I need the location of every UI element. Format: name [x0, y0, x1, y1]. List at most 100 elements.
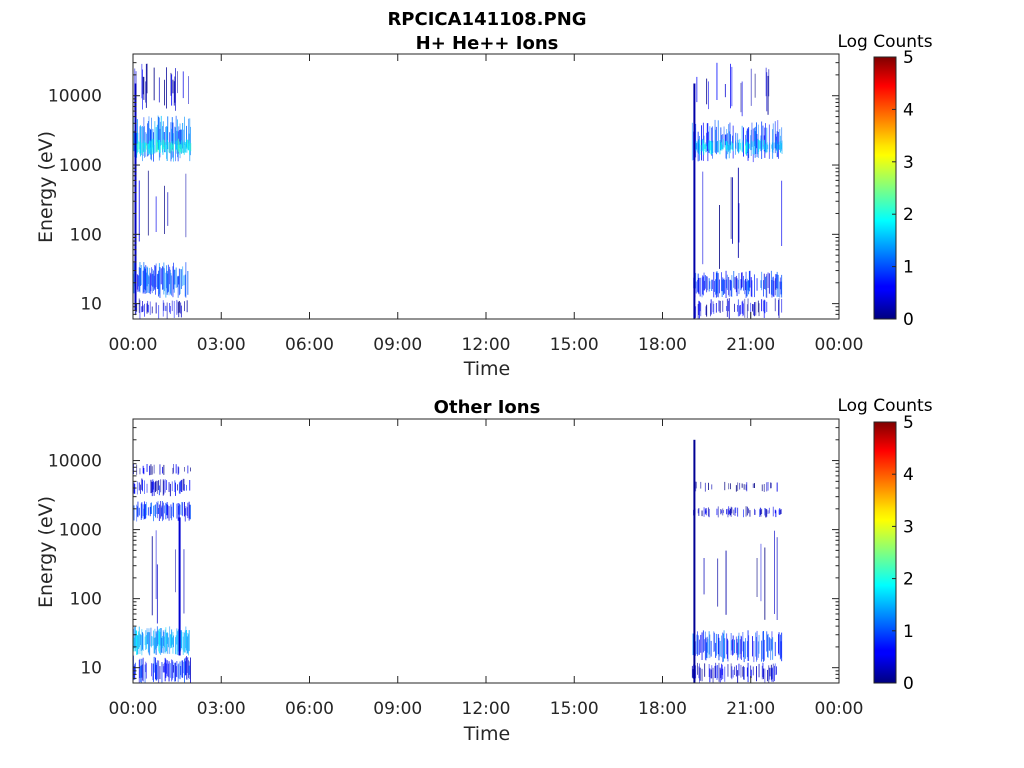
heatmap-cell: [147, 170, 149, 236]
heatmap-cell: [711, 142, 713, 155]
heatmap-cell: [734, 303, 735, 312]
heatmap-cell: [143, 508, 145, 520]
heatmap-cell: [173, 301, 175, 318]
heatmap-cell: [767, 633, 769, 658]
heatmap-cell: [707, 140, 709, 149]
heatmap-cell: [758, 140, 760, 152]
heatmap-cell: [156, 626, 158, 647]
heatmap-cell: [774, 665, 775, 682]
heatmap-cell: [712, 140, 714, 153]
heatmap-cell: [728, 298, 730, 319]
heatmap-cell: [745, 271, 747, 298]
heatmap-cell: [695, 306, 697, 318]
heatmap-cell: [719, 140, 721, 155]
heatmap-cell: [154, 628, 156, 654]
heatmap-cell: [706, 642, 708, 658]
heatmap-cell: [780, 281, 782, 295]
heatmap-cell: [729, 508, 731, 516]
heatmap-cell: [772, 276, 774, 297]
heatmap-cell: [137, 132, 139, 145]
heatmap-cell: [737, 507, 739, 517]
heatmap-cell: [727, 640, 729, 662]
heatmap-cell: [730, 142, 732, 150]
heatmap-cell: [156, 660, 158, 680]
heatmap-cell: [730, 663, 732, 678]
heatmap-cell: [156, 480, 158, 494]
heatmap-cell: [726, 633, 728, 655]
heatmap-cell: [149, 506, 151, 517]
heatmap-cell: [718, 300, 720, 312]
x-tick-label: 09:00: [373, 699, 422, 719]
heatmap-cell: [144, 266, 145, 290]
heatmap-cell: [735, 140, 736, 155]
x-tick-label: 09:00: [373, 335, 422, 355]
heatmap-cell: [177, 119, 178, 158]
heatmap-cell: [735, 142, 737, 150]
heatmap-cell: [708, 508, 710, 518]
heatmap-cell: [762, 140, 764, 150]
heatmap-cell: [697, 273, 699, 293]
heatmap-cell: [715, 126, 717, 155]
heatmap-cell: [178, 276, 180, 285]
heatmap-cell: [140, 126, 142, 156]
heatmap-cell: [162, 479, 164, 496]
heatmap-cell: [153, 656, 155, 673]
heatmap-cell: [743, 641, 744, 658]
heatmap-cell: [176, 628, 178, 645]
heatmap-cell: [147, 267, 149, 293]
heatmap-cell: [186, 125, 187, 148]
heatmap-cell: [185, 139, 187, 149]
heatmap-cell: [183, 549, 185, 614]
axis-ticks: 00:00 03:00 06:00 09:00 12:00 15:00 18:00 21:00…: [48, 418, 864, 719]
heatmap-cell: [726, 274, 728, 290]
heatmap-cell: [764, 547, 766, 620]
heatmap-cell: [180, 144, 182, 153]
heatmap-cell: [750, 669, 752, 678]
heatmap-cell: [151, 267, 152, 286]
heatmap-cell: [145, 265, 147, 291]
heatmap-cell: [133, 132, 135, 152]
heatmap-cell: [170, 72, 172, 96]
heatmap-cell: [743, 484, 745, 490]
heatmap-cell: [144, 480, 145, 494]
heatmap-cell: [170, 144, 172, 149]
heatmap-cell: [733, 271, 735, 288]
heatmap-cell: [779, 277, 781, 290]
heatmap-cell: [770, 639, 772, 652]
heatmap-cell: [158, 140, 160, 149]
heatmap-cell: [136, 506, 138, 517]
heatmap-cell: [696, 634, 698, 655]
heatmap-cell: [164, 636, 165, 648]
heatmap-cell: [730, 177, 732, 239]
heatmap-cell: [162, 501, 163, 522]
heatmap-cell: [177, 664, 179, 683]
panel-h-he-ions: H+ He++ Ions 00:00 03:00 06:00 09:00 12:00 15…: [35, 32, 933, 380]
heatmap-cell: [721, 510, 722, 514]
heatmap-cell: [731, 141, 732, 150]
heatmap-cell: [761, 121, 763, 159]
panel-title: Other Ions: [434, 397, 541, 418]
heatmap-cell: [170, 504, 172, 519]
heatmap-cell: [136, 504, 138, 522]
heatmap-cell: [146, 63, 148, 94]
heatmap-cell: [181, 142, 183, 153]
heatmap-cell: [692, 633, 694, 656]
heatmap-cell: [173, 269, 175, 293]
heatmap-cell: [151, 138, 153, 150]
heatmap-cell: [760, 510, 762, 517]
heatmap-cell: [710, 141, 712, 155]
heatmap-cell: [738, 142, 740, 154]
heatmap-cell: [182, 123, 184, 149]
y-tick-label: 10000: [48, 87, 102, 107]
heatmap-cell: [766, 127, 768, 153]
heatmap-cell: [173, 262, 174, 290]
x-tick-label: 18:00: [638, 699, 687, 719]
heatmap-cell: [726, 142, 728, 150]
heatmap-cell: [747, 280, 749, 291]
heatmap-cell: [178, 130, 180, 149]
heatmap-cell: [180, 302, 182, 314]
heatmap-cell: [141, 502, 143, 519]
heatmap-cell: [184, 467, 185, 472]
heatmap-cell: [148, 140, 150, 154]
heatmap-cell: [142, 633, 144, 651]
